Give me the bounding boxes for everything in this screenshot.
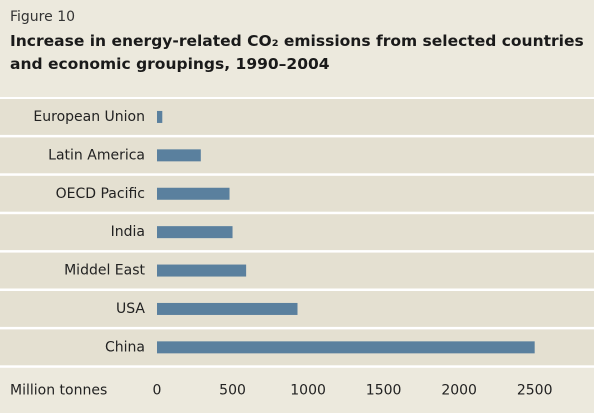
axis-band — [0, 367, 594, 413]
category-label: India — [111, 224, 145, 240]
row-band — [0, 214, 594, 251]
category-label: China — [105, 339, 145, 355]
row-band — [0, 99, 594, 135]
figure-label: Figure 10 — [10, 9, 76, 25]
bar — [157, 187, 230, 200]
row-band — [0, 252, 594, 289]
x-tick-label: 2500 — [517, 382, 553, 398]
row-band — [0, 137, 594, 174]
category-label: European Union — [33, 109, 145, 125]
bar — [157, 264, 247, 277]
bar — [157, 302, 298, 315]
x-axis-label: Million tonnes — [10, 382, 107, 398]
x-tick-label: 500 — [219, 382, 246, 398]
category-label: USA — [116, 301, 145, 317]
x-tick-label: 0 — [153, 382, 162, 398]
bar — [157, 226, 233, 239]
bar — [157, 149, 201, 162]
x-tick-label: 2000 — [441, 382, 477, 398]
x-tick-label: 1500 — [366, 382, 402, 398]
bar — [157, 110, 163, 123]
chart-title: Increase in energy-related CO₂ emissions… — [10, 32, 584, 73]
row-band — [0, 175, 594, 212]
x-tick-label: 1000 — [290, 382, 326, 398]
category-label: OECD Pacific — [56, 186, 145, 202]
category-label: Middel East — [64, 263, 145, 279]
bar — [157, 341, 535, 354]
category-label: Latin America — [48, 147, 145, 163]
